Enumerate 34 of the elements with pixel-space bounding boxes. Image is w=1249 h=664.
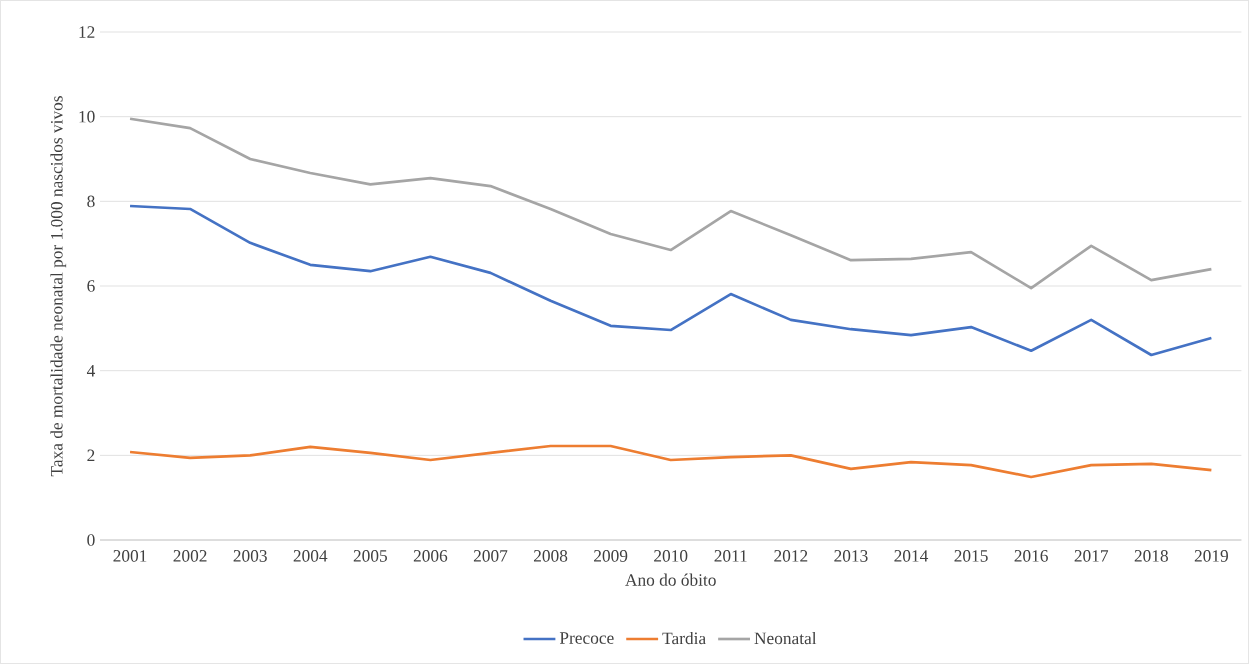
y-tick-label: 0 <box>87 534 95 546</box>
line-series <box>128 444 1213 479</box>
x-tick-label: 2006 <box>413 550 448 562</box>
x-tick-label: 2011 <box>714 550 747 562</box>
x-tick-label: 2016 <box>1014 550 1048 562</box>
y-tick-label: 6 <box>87 280 95 292</box>
y-tick-label: 12 <box>79 26 95 38</box>
y-axis-title: Taxa de mortalidade neonatal por 1.000 nascidos vivos <box>50 96 67 477</box>
x-tick-label: 2014 <box>894 550 929 562</box>
legend-label: Neonatal <box>754 631 817 645</box>
x-tick-label: 2019 <box>1194 550 1228 562</box>
x-tick-label: 2001 <box>113 550 147 562</box>
x-tick-label: 2010 <box>654 550 688 562</box>
x-tick-label: 2017 <box>1074 550 1109 562</box>
legend-label: Precoce <box>559 632 614 644</box>
x-tick-label: 2018 <box>1134 550 1168 562</box>
y-tick-label: 2 <box>87 449 95 462</box>
x-tick-label: 2003 <box>233 550 267 562</box>
x-tick-label: 2012 <box>774 550 808 562</box>
y-tick-label: 8 <box>87 195 95 208</box>
y-tick-label: 4 <box>86 364 96 377</box>
line-series <box>128 117 1213 290</box>
x-tick-label: 2013 <box>834 550 868 562</box>
line-series <box>128 204 1213 357</box>
x-tick-label: 2009 <box>594 550 628 562</box>
x-tick-label: 2008 <box>533 550 568 562</box>
legend-label: Tardia <box>662 631 706 645</box>
x-axis-title: Ano do óbito <box>625 573 716 586</box>
y-tick-label: 10 <box>79 110 95 123</box>
x-tick-label: 2015 <box>954 550 988 562</box>
x-tick-label: 2002 <box>173 550 207 562</box>
x-tick-label: 2005 <box>353 550 387 562</box>
x-tick-label: 2004 <box>293 550 328 562</box>
x-tick-label: 2007 <box>473 550 508 562</box>
